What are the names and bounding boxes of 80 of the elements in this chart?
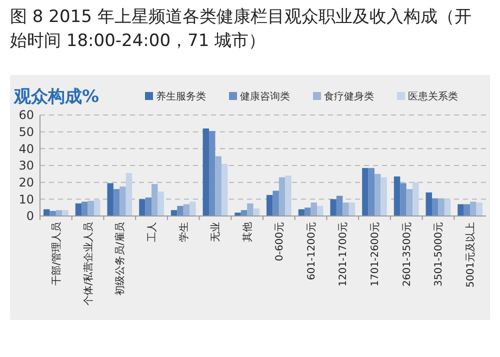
y-tick-label: 50 [18,125,34,140]
y-tick-label: 0 [26,209,34,224]
bar [444,199,451,216]
y-axis-title: 观众构成% [13,87,100,107]
bar [62,210,68,216]
bar [272,190,279,216]
bar [374,174,381,216]
bar [234,212,241,216]
bar [336,196,343,216]
x-tick-label: 干部/管理人员 [50,222,62,286]
bar [240,210,248,216]
bar [177,206,184,216]
bar [221,164,228,216]
bar [145,197,152,216]
x-tick-label: 1701-2600元 [370,222,381,287]
bar [464,204,470,216]
x-tick-label: 5001元及以上 [464,222,477,288]
bar [215,156,222,216]
bar [310,202,317,216]
bar [400,183,406,216]
legend-label: 养生服务类 [156,90,206,102]
bar [107,183,114,216]
bar [394,176,400,216]
legend-label: 医患关系类 [408,90,458,102]
bar [50,210,56,216]
bar [278,177,286,216]
bar [304,208,311,216]
legend-label: 食疗健身类 [324,90,374,102]
x-tick-label: 工人 [147,222,158,242]
bar [126,173,132,216]
bar [113,189,120,216]
bar [285,176,292,216]
x-tick-label: 601-1200元 [306,222,318,280]
bar [330,199,336,216]
x-tick-label: 2601-3500元 [402,222,413,287]
bar [202,128,209,216]
bar [458,204,464,216]
x-tick-label: 0-600元 [274,222,286,262]
bar [82,202,88,216]
bar [75,203,82,216]
bar [120,186,126,216]
bar [406,189,413,216]
bar [209,130,216,216]
bar [170,210,178,216]
bar [438,198,444,216]
y-tick-label: 40 [18,142,34,156]
y-tick-label: 30 [18,158,34,173]
bar [183,204,190,216]
bar [247,203,254,216]
bar [139,199,146,216]
bar [266,194,273,216]
bar [412,182,419,216]
x-tick-label: 1201-1700元 [338,222,350,287]
x-tick-label: 学生 [178,222,190,242]
bar [476,202,482,216]
bar [380,177,387,216]
bar [88,200,94,216]
bar [368,168,374,216]
bar [158,192,164,216]
bar [94,200,100,216]
y-tick-label: 20 [18,176,34,190]
x-tick-label: 3501-5000元 [434,222,445,287]
bar [432,198,438,216]
x-tick-label: 其他 [242,222,254,242]
bar [342,202,349,216]
x-tick-label: 个体/私营企业人员 [82,222,94,306]
x-tick-label: 无业 [210,222,222,242]
bar [426,192,432,216]
bar [317,206,324,216]
bar [152,184,158,216]
bar [348,202,356,216]
bar [362,168,368,216]
bar [56,210,62,216]
y-tick-label: 60 [18,108,34,122]
legend-label: 健康咨询类 [240,90,290,102]
bar [470,202,476,216]
x-tick-label: 初级公务员/雇员 [114,222,126,296]
bar [190,202,196,216]
y-tick-label: 10 [18,192,34,206]
chart-title: 图 8 2015 年上星频道各类健康栏目观众职业及收入构成（开始时间 18:00-24:00，71 城市） [10,7,472,51]
